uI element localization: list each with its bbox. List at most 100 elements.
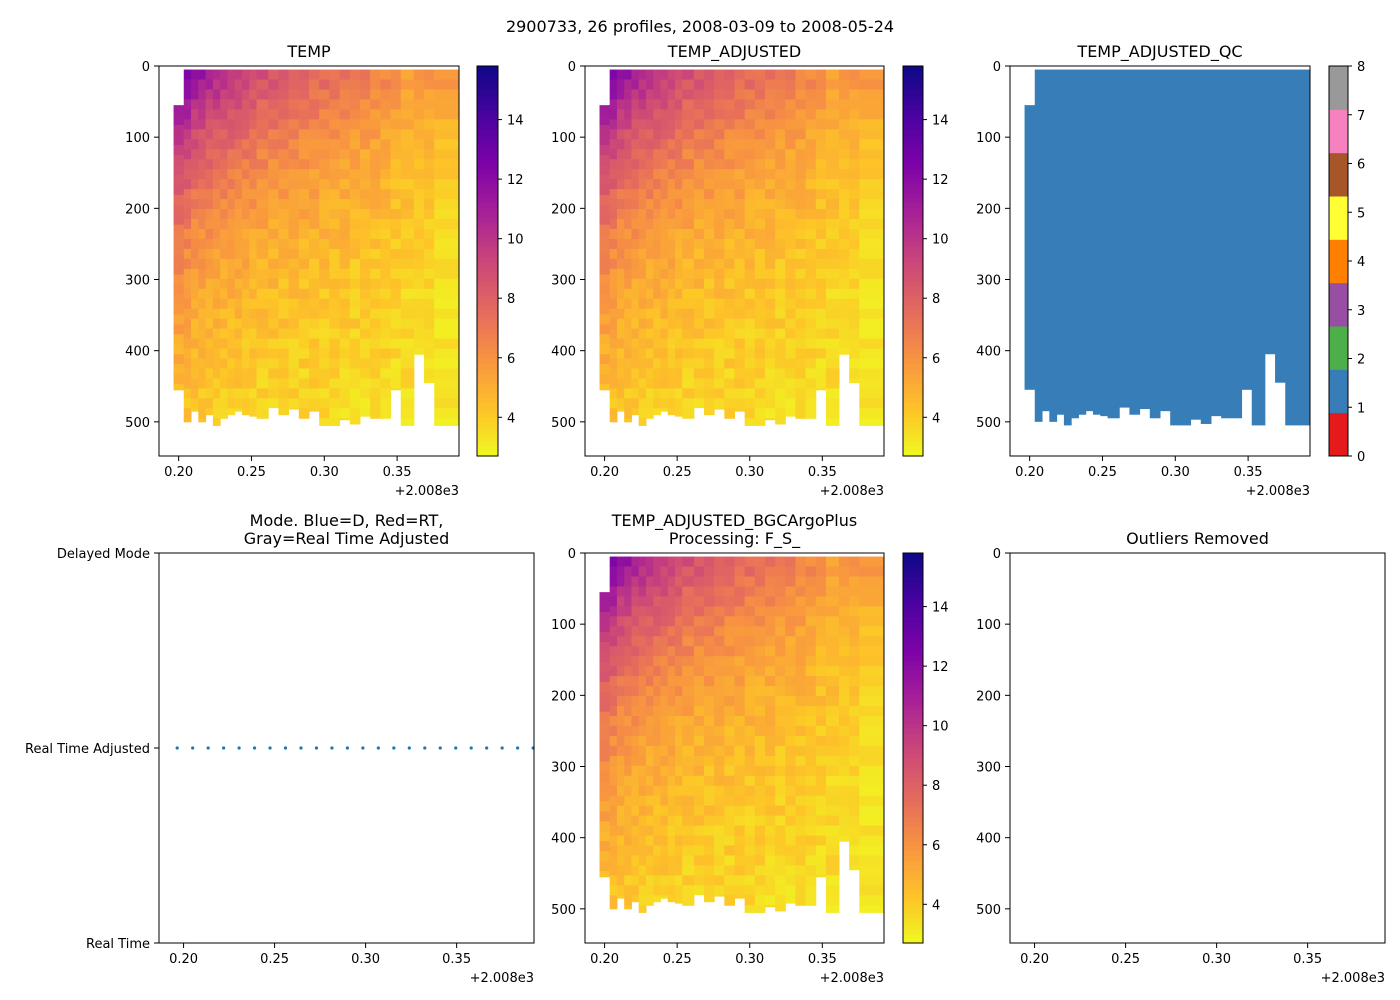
temp-cell <box>298 388 310 399</box>
temp-cell <box>380 378 392 389</box>
temp-cell <box>298 169 310 180</box>
temp-cell <box>278 348 290 359</box>
temp-adjusted-bgc-cell <box>795 765 807 777</box>
temp-cell <box>191 159 199 170</box>
temp-adjusted-qc-profile-cell <box>1190 69 1202 420</box>
temp-adjusted-cell <box>674 69 683 81</box>
temp-adjusted-cell <box>764 159 776 170</box>
temp-adjusted-bgc-cell <box>693 725 705 737</box>
temp-cell <box>183 69 192 81</box>
mode-point <box>361 746 365 750</box>
temp-cell <box>212 79 221 90</box>
temp-adjusted-bgc-cell <box>645 715 654 727</box>
temp-cell <box>173 344 185 355</box>
temp-adjusted-bgc-cell <box>624 576 632 587</box>
temp-cell <box>191 119 199 130</box>
temp-cell <box>212 268 221 280</box>
temp-adjusted-bgc-cell <box>653 805 661 817</box>
temp-cell <box>234 308 243 320</box>
mode-xtick-label: 0.25 <box>260 952 289 967</box>
temp-adjusted-bgc-cell <box>631 885 640 896</box>
temp-adjusted-cell <box>815 209 827 220</box>
temp-adjusted-bgc-cell <box>704 606 715 617</box>
temp-adjusted-colorbar-segment <box>903 382 923 389</box>
temp-adjusted-cell <box>744 308 756 320</box>
temp-adjusted-cell <box>734 368 746 379</box>
temp-cell <box>234 99 243 110</box>
temp-cell <box>288 408 300 410</box>
temp-adjusted-cell <box>805 408 817 419</box>
temp-adjusted-cell <box>754 298 766 310</box>
temp-adjusted-cell <box>693 378 705 389</box>
temp-adjusted-qc-colorbar-segment <box>1329 196 1348 240</box>
temp-cell <box>227 338 236 350</box>
temp-cell <box>220 388 228 399</box>
temp-adjusted-cell <box>653 109 661 120</box>
temp-adjusted-bgc-cell <box>638 715 647 727</box>
temp-adjusted-cell <box>682 79 695 90</box>
temp-adjusted-bgc-cell <box>734 825 746 837</box>
temp-adjusted-cell <box>734 328 746 340</box>
temp-cell <box>227 109 236 120</box>
temp-cell <box>183 398 192 409</box>
temp-cell <box>220 149 228 160</box>
temp-cell <box>278 388 290 399</box>
temp-adjusted-bgc-cell <box>785 576 796 587</box>
temp-adjusted-cell <box>754 318 766 330</box>
temp-adjusted-cell <box>616 248 625 260</box>
temp-adjusted-cell <box>724 338 735 350</box>
temp-adjusted-bgc-colorbar-segment <box>903 567 923 574</box>
temp-adjusted-cell <box>734 378 746 389</box>
temp-adjusted-cell <box>660 278 669 290</box>
temp-adjusted-cell <box>734 248 746 260</box>
temp-adjusted-cell <box>815 258 827 270</box>
temp-adjusted-bgc-colorbar-tick-label: 12 <box>932 660 949 675</box>
temp-cell <box>212 199 221 210</box>
temp-cell <box>249 288 258 300</box>
temp-adjusted-bgc-cell <box>693 586 705 597</box>
temp-adjusted-qc-colorbar-segment <box>1329 412 1348 457</box>
temp-adjusted-cell <box>624 159 632 170</box>
temp-adjusted-cell <box>724 228 735 240</box>
temp-adjusted-cell <box>859 248 884 260</box>
temp-adjusted-cell <box>744 99 756 110</box>
temp-adjusted-bgc-cell <box>704 556 715 568</box>
temp-adjusted-bgc-cell <box>616 895 625 899</box>
temp-adjusted-cell <box>724 169 735 180</box>
temp-cell <box>298 298 310 310</box>
temp-cell <box>183 159 192 170</box>
temp-cell <box>400 79 415 90</box>
temp-adjusted-cell <box>724 388 735 399</box>
temp-cell <box>400 189 415 200</box>
temp-adjusted-bgc-cell <box>724 626 735 637</box>
temp-adjusted-cell <box>599 384 611 391</box>
temp-cell <box>309 199 320 210</box>
temp-adjusted-bgc-cell <box>660 765 669 777</box>
mode-point <box>376 746 380 750</box>
temp-adjusted-bgc-cell <box>805 725 817 737</box>
temp-adjusted-cell <box>795 179 807 190</box>
temp-cell <box>380 398 392 409</box>
temp-cell <box>198 109 207 120</box>
temp-adjusted-cell <box>839 238 850 250</box>
temp-adjusted-bgc-cell <box>704 656 715 667</box>
temp-colorbar-segment <box>477 197 498 204</box>
temp-adjusted-bgc-cell <box>795 676 807 687</box>
temp-adjusted-bgc-cell <box>839 696 850 707</box>
temp-adjusted-bgc-cell <box>631 606 640 617</box>
temp-adjusted-cell <box>624 119 632 130</box>
temp-adjusted-cell <box>693 179 705 190</box>
temp-adjusted-cell <box>674 99 683 110</box>
temp-cell <box>205 308 214 320</box>
temp-adjusted-colorbar-segment <box>903 212 923 218</box>
temp-adjusted-cell <box>599 364 611 375</box>
temp-adjusted-bgc-cell <box>775 885 786 896</box>
temp-colorbar-segment <box>477 421 498 428</box>
temp-adjusted-cell <box>795 408 807 419</box>
temp-adjusted-bgc-cell <box>599 592 611 603</box>
temp-adjusted-cell <box>609 408 618 419</box>
temp-cell <box>249 99 258 110</box>
temp-cell <box>256 238 269 250</box>
temp-cell <box>183 119 192 130</box>
temp-adjusted-cell <box>599 164 611 176</box>
